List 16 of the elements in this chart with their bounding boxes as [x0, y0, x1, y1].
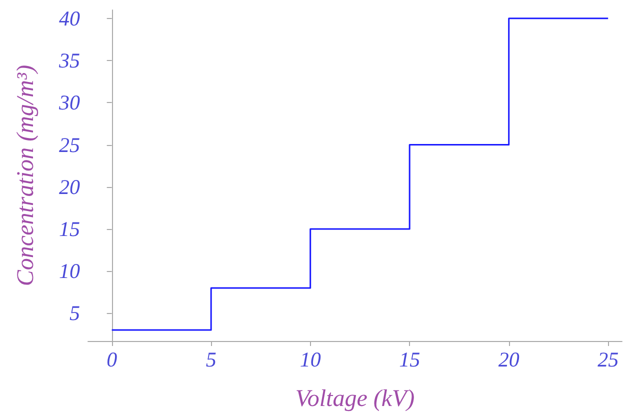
y-tick-label: 25 [59, 132, 80, 157]
x-axis-title: Voltage (kV) [295, 386, 415, 412]
y-tick-label: 15 [59, 216, 80, 241]
y-tick-label: 35 [58, 48, 80, 73]
x-tick-label: 15 [399, 348, 420, 372]
y-tick-label: 20 [59, 174, 80, 199]
x-tick-label: 0 [106, 348, 118, 372]
x-tick-label: 10 [300, 348, 322, 372]
x-tick-label: 20 [498, 348, 520, 372]
y-tick-label: 40 [59, 6, 80, 30]
y-axis-title: Concentration (mg/m³) [13, 64, 39, 286]
x-tick-label: 5 [206, 348, 216, 372]
x-tick-label: 25 [598, 348, 619, 372]
y-tick-label: 5 [70, 301, 80, 326]
y-tick-label: 30 [58, 90, 80, 115]
y-tick-label: 10 [59, 259, 80, 284]
